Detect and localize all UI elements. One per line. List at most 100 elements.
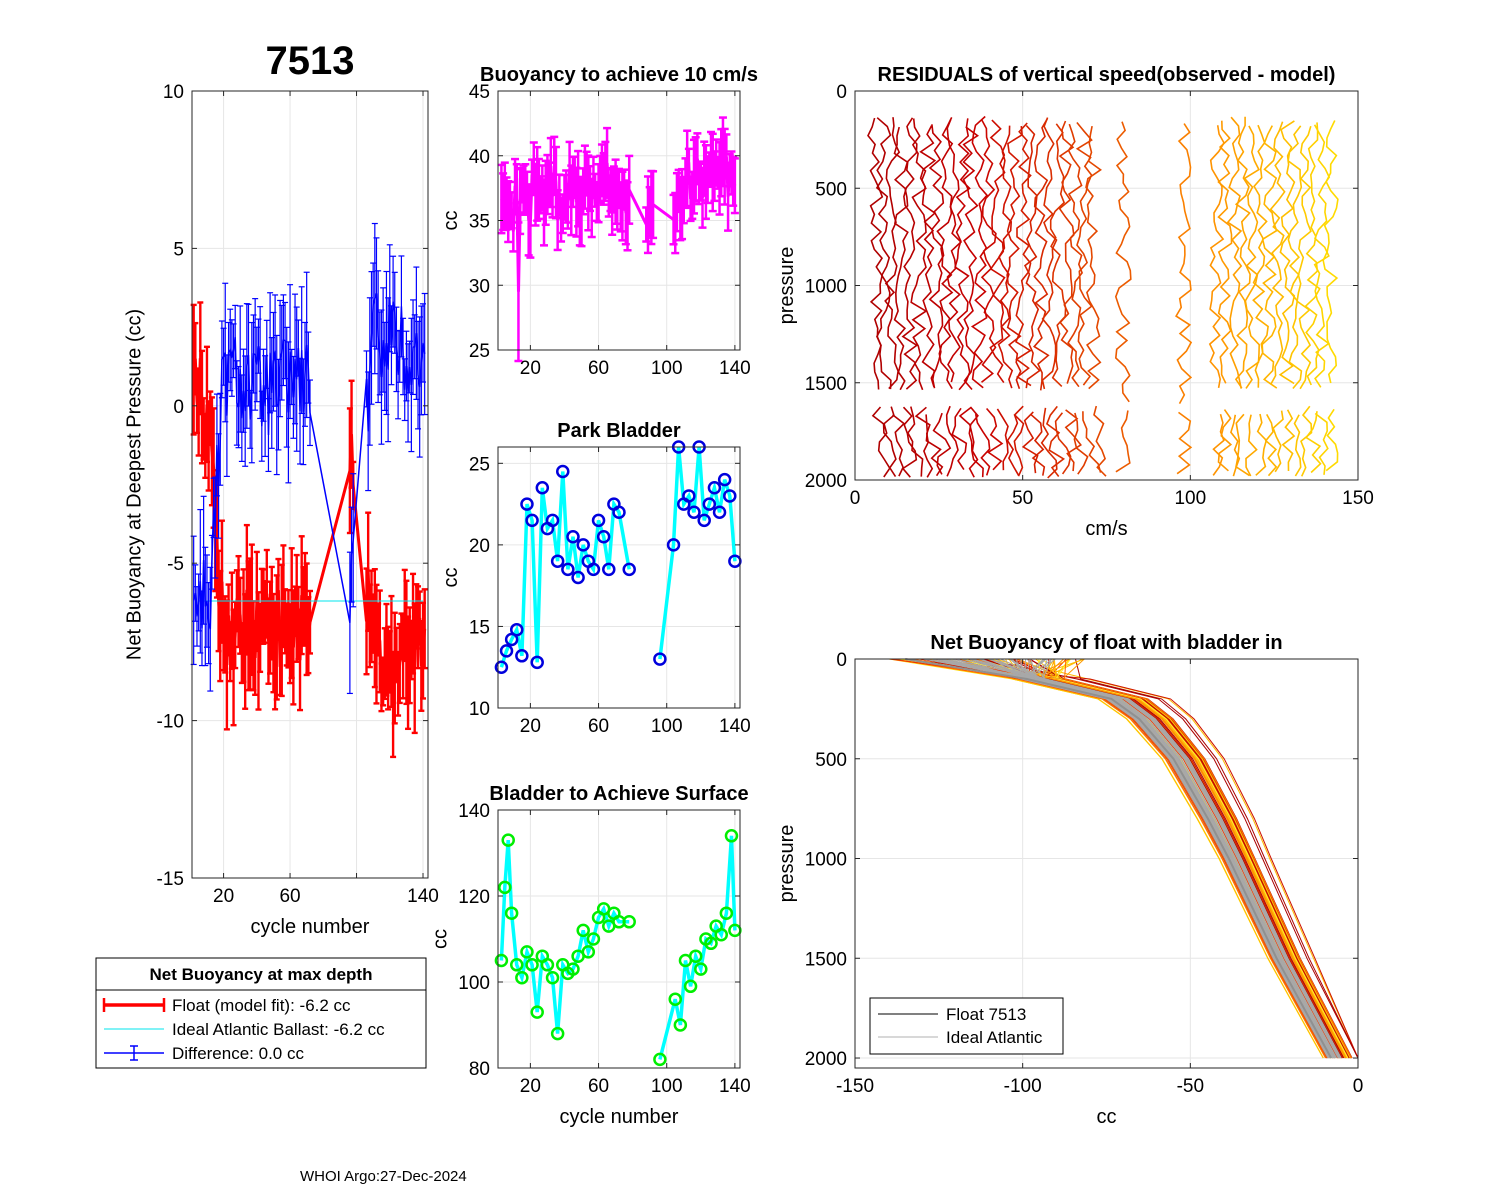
net-buoyancy-legend: Net Buoyancy at max depth Float (model f… [95,957,427,1069]
park_bladder-frame [497,446,741,709]
legend-swatch-difference [104,1045,164,1061]
surface-bladder-marker [515,970,529,985]
surface-bladder-marker [504,906,519,920]
surface-bladder-marker [688,949,703,963]
residuals-ytick-label: 2000 [805,471,847,492]
park_bladder-ytick-label: 25 [469,454,490,475]
bladder_surface-plot-area [498,810,740,1068]
bladder_surface-title: Bladder to Achieve Surface [489,783,748,805]
surface-bladder-marker [545,970,560,985]
park-bladder-marker [622,562,636,577]
float-profile-line [982,658,1359,1059]
bladder_surface-xtick-label: 60 [588,1076,609,1097]
residual-profile-line [919,125,944,477]
residual-profile-line [1023,124,1046,476]
surface-bladder-marker [622,915,636,929]
residual-profile-line [1234,116,1251,477]
surface-bladder-marker [566,962,580,976]
bladder_surface-xlabel: cycle number [560,1106,679,1128]
surface-bladder-marker [714,927,729,942]
surface-bladder-marker [694,962,708,976]
park-bladder-marker [591,513,606,528]
bladder_surface-ytick-label: 100 [458,973,490,994]
bladder_surface-xtick-label: 140 [719,1076,751,1097]
surface-bladder-marker [520,945,534,959]
buoyancy_10cms-ytick-label: 25 [469,341,490,362]
residual-profile-line [1278,120,1296,472]
residuals-title: RESIDUALS of vertical speed(observed - m… [878,64,1336,86]
residual-profile-line [1217,120,1233,472]
park_bladder-ytick-label: 20 [469,536,490,557]
float-profile-line [1075,658,1359,1059]
residuals-ylabel: pressure [776,247,798,325]
net_buoyancy_profile-xtick-label: -150 [836,1076,874,1097]
float-profile-line [1035,658,1351,1059]
bladder_surface-xtick-label: 20 [520,1076,541,1097]
buoyancy-series [497,116,739,363]
residual-profile-line [1006,126,1025,477]
bladder_surface-ytick-label: 120 [458,887,490,908]
surface-bladder-marker [509,958,524,972]
park-bladder-marker [545,513,560,528]
buoyancy_10cms-xtick-label: 100 [651,358,683,379]
residual-profile-line [936,117,959,477]
park-bladder-marker [550,554,565,568]
surface-bladder-marker [586,932,601,946]
park-bladder-marker [499,644,514,658]
park_bladder-xtick-label: 100 [651,716,683,737]
park-bladder-marker [596,529,611,544]
net_buoyancy-ytick-label: -15 [157,869,184,890]
float-model-fit-series [190,301,428,759]
buoyancy-profile-lines [888,658,1359,1059]
buoyancy_10cms-ylabel: cc [440,211,462,231]
residuals-xlabel: cm/s [1085,518,1127,540]
park_bladder-title: Park Bladder [557,420,681,442]
legend-entry-ideal: Ideal Atlantic Ballast: -6.2 cc [172,1020,385,1039]
buoyancy_10cms-ytick-label: 35 [469,212,490,233]
ideal-atlantic-line [905,658,1332,1059]
net_buoyancy-xtick-label: 140 [407,886,439,907]
residual-profile-line [1287,125,1303,477]
park-bladder-marker [702,497,717,511]
residuals-ytick-label: 0 [836,82,847,103]
residual-profile-line [1208,125,1225,476]
net_buoyancy_profile-xtick-label: 0 [1353,1076,1364,1097]
residual-profile-line [1304,122,1322,474]
float-profile-line [892,658,1327,1059]
surface-bladder-marker [683,979,698,994]
surface-bladder-marker [653,1052,667,1067]
surface-bladder-line [658,835,737,1060]
park-bladder-marker [682,489,696,503]
buoyancy_10cms-xtick-label: 60 [588,358,609,379]
park-bladder-marker [561,562,575,577]
residual-profile-line [1296,125,1313,477]
net_buoyancy_profile-xlabel: cc [1097,1106,1117,1128]
residual-profile-line [1015,122,1039,474]
surface-bladder-marker [530,1005,544,1019]
buoyancy_10cms-xtick-label: 20 [520,358,541,379]
residual-profile-line [1049,123,1072,475]
legend-entry-ideal-profile: Ideal Atlantic [946,1028,1043,1047]
buoyancy_10cms-marks [497,116,739,363]
surface-bladder-marker [668,992,682,1006]
net_buoyancy_profile-title: Net Buoyancy of float with bladder in [930,632,1282,654]
park-bladder-marker [612,505,626,519]
residual-profile-line [875,117,897,478]
buoyancy_10cms-ytick-label: 40 [469,147,490,168]
profile-legend: Float 7513 Ideal Atlantic [869,997,1064,1055]
surface-bladder-marker [525,958,539,972]
residual-profiles [867,115,1339,479]
footer-credit: WHOI Argo:27-Dec-2024 [300,1168,467,1185]
bladder_surface-marks [494,829,742,1067]
park-bladder-line [499,471,631,668]
residual-profile-line [901,117,924,477]
legend-entry-float-profile: Float 7513 [946,1005,1026,1024]
legend-title: Net Buoyancy at max depth [150,965,373,984]
legend-swatch-float [102,998,166,1012]
net_buoyancy_profile-marks [888,658,1359,1059]
park-bladder-marker [586,562,601,577]
residuals-xtick-label: 100 [1174,488,1206,509]
